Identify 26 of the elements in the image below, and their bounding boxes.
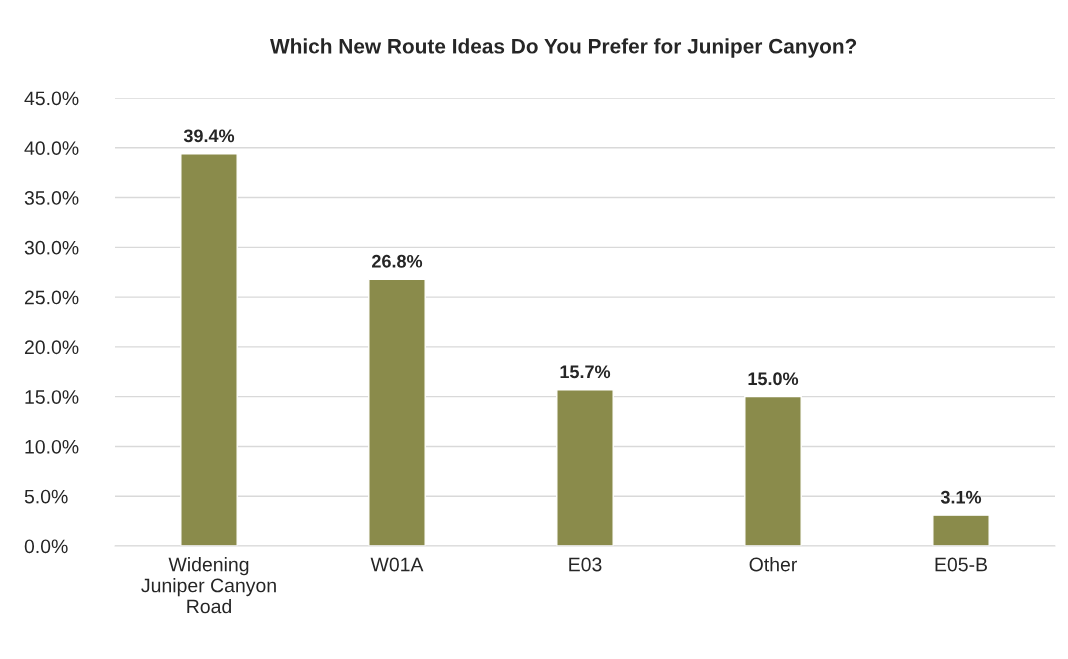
y-tick-label: 5.0% [24, 489, 68, 504]
y-tick-label: 40.0% [24, 141, 79, 156]
bar [556, 389, 614, 546]
chart-title: Which New Route Ideas Do You Prefer for Juniper Canyon? [270, 38, 857, 58]
x-tick-label: E05-B [935, 557, 987, 572]
x-tick-label: E03 [569, 557, 602, 572]
y-tick-label: 0.0% [24, 539, 68, 554]
y-tick-label: 30.0% [24, 240, 79, 255]
y-tick-label: 15.0% [25, 390, 79, 404]
x-tick-label: Other [749, 557, 797, 572]
y-tick-label: 45.0% [24, 91, 79, 106]
x-tick-label: W01A [370, 557, 424, 572]
y-tick-label: 20.0% [24, 340, 79, 355]
y-tick-label: 25.0% [24, 290, 79, 305]
data-label: 39.4% [183, 129, 235, 143]
data-label: 3.1% [940, 490, 982, 504]
data-label: 15.0% [748, 372, 799, 386]
y-tick-label: 35.0% [24, 191, 79, 205]
data-label: 15.7% [560, 365, 611, 379]
bar [368, 278, 426, 546]
bar [744, 395, 802, 546]
x-tick-label: Widening Juniper Canyon Road [141, 557, 276, 614]
y-tick-label: 10.0% [25, 439, 79, 454]
data-label: 26.8% [372, 254, 423, 268]
bar [932, 514, 990, 546]
bar [180, 153, 238, 546]
